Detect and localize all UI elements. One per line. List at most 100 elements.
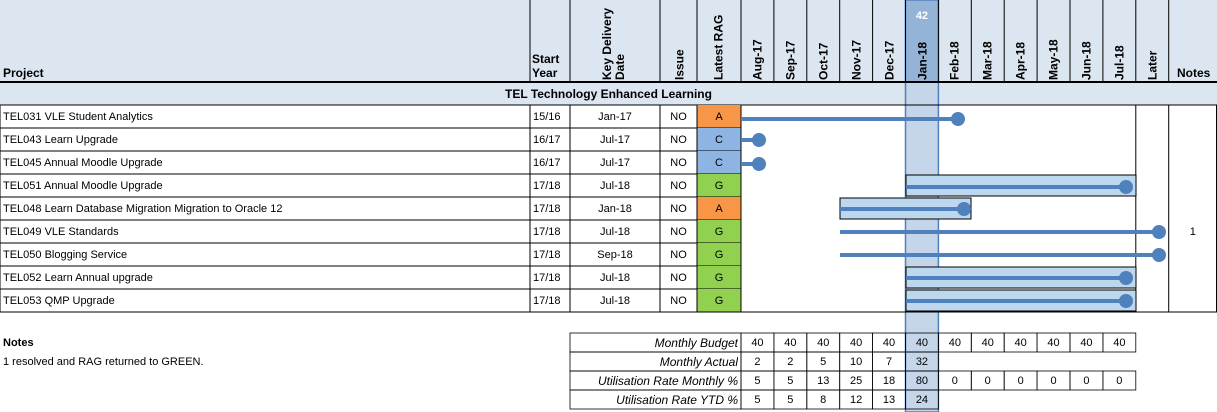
current-month-header	[904, 0, 940, 83]
summary-value: 80	[915, 374, 929, 387]
delivery-date: Jul-17	[600, 156, 630, 169]
start-year: 17/18	[533, 271, 561, 284]
summary-value: 40	[1080, 336, 1093, 349]
rag-fill	[697, 151, 741, 174]
note-ref: 1	[1189, 225, 1196, 238]
summary-label: Utilisation Rate YTD %	[616, 392, 738, 407]
rag: G	[714, 179, 724, 192]
header-month: Nov-17	[849, 39, 864, 80]
rag: G	[714, 294, 724, 307]
delivery-date: Sep-18	[597, 248, 633, 261]
summary-value: 18	[882, 374, 896, 387]
header-month: Mar-18	[980, 41, 995, 80]
rag: G	[714, 271, 724, 284]
summary-value: 25	[850, 374, 863, 387]
summary-value: 0	[984, 374, 991, 387]
summary-value: 40	[882, 336, 896, 349]
issue: NO	[670, 225, 687, 238]
summary-value: 12	[850, 393, 863, 406]
project-name: TEL031 VLE Student Analytics	[3, 110, 153, 123]
summary-value: 40	[1113, 336, 1126, 349]
project-name: TEL043 Learn Upgrade	[3, 133, 118, 146]
milestone	[752, 133, 766, 147]
header-month: Sep-17	[783, 40, 798, 80]
project-name: TEL048 Learn Database Migration Migratio…	[3, 202, 283, 215]
bar-ends	[752, 112, 1166, 308]
issue: NO	[670, 271, 687, 284]
rag: G	[714, 225, 724, 238]
issue: NO	[670, 294, 687, 307]
project-name: TEL050 Blogging Service	[3, 248, 128, 261]
delivery-date: Jul-18	[600, 271, 630, 284]
project-name: TEL052 Learn Annual upgrade	[3, 271, 153, 284]
delivery-date: Jan-18	[598, 202, 632, 215]
header-month: Jun-18	[1079, 41, 1094, 80]
issue: NO	[670, 248, 687, 261]
summary-value: 0	[1116, 374, 1123, 387]
header-month: Apr-18	[1013, 41, 1028, 80]
summary-value: 0	[1017, 374, 1024, 387]
milestone	[1119, 294, 1133, 308]
header-month: Aug-17	[750, 39, 765, 80]
project-name: TEL051 Annual Moodle Upgrade	[3, 179, 163, 192]
milestone	[1152, 248, 1166, 262]
start-year: 17/18	[533, 179, 561, 192]
summary-value: 32	[915, 355, 929, 368]
start-year: 17/18	[533, 248, 561, 261]
rag-fill	[697, 266, 741, 289]
header-month: Jul-18	[1112, 45, 1127, 80]
rag: C	[715, 133, 723, 146]
start-year: 17/18	[533, 202, 561, 215]
issue: NO	[670, 179, 687, 192]
summary-value: 0	[1050, 374, 1057, 387]
header-project: Project	[3, 66, 44, 80]
header-later: Later	[1145, 50, 1160, 80]
summary-value: 40	[1047, 336, 1060, 349]
start-year: 15/16	[533, 110, 561, 123]
summary-value: 5	[820, 355, 827, 368]
project-name: TEL045 Annual Moodle Upgrade	[3, 156, 163, 169]
header-rag: Latest RAG	[711, 14, 726, 80]
rag: A	[715, 202, 723, 215]
summary-value: 10	[850, 355, 863, 368]
header-notes: Notes	[1177, 66, 1211, 80]
section-title: TEL Technology Enhanced Learning	[505, 86, 712, 101]
summary-cell	[1102, 332, 1137, 353]
milestone	[1119, 271, 1133, 285]
summary-value: 0	[951, 374, 958, 387]
summary-value: 5	[787, 393, 794, 406]
summary-cell	[905, 389, 939, 410]
rag-fill	[697, 197, 741, 220]
summary-value: 40	[784, 336, 797, 349]
summary-value: 5	[754, 374, 761, 387]
summary-value: 24	[915, 393, 929, 406]
summary-cell	[1102, 370, 1137, 391]
rag-fill	[697, 174, 741, 197]
issue: NO	[670, 110, 687, 123]
rag-fill	[697, 128, 741, 151]
rag-fill	[697, 220, 741, 243]
summary-label: Monthly Budget	[654, 335, 738, 350]
delivery-date: Jul-18	[600, 179, 630, 192]
delivery-date: Jul-18	[600, 225, 630, 238]
summary-label: Utilisation Rate Monthly %	[597, 373, 738, 388]
summary-label: Monthly Actual	[659, 354, 738, 369]
summary-value: 40	[948, 336, 961, 349]
summary-value: 40	[751, 336, 764, 349]
summary-value: 2	[754, 355, 761, 368]
header-month: Feb-18	[947, 41, 962, 80]
summary-value: 40	[915, 336, 929, 349]
issue: NO	[670, 156, 687, 169]
rag-fill	[697, 105, 741, 128]
summary-value: 0	[1083, 374, 1090, 387]
rag: C	[715, 156, 723, 169]
milestone	[951, 112, 965, 126]
delivery-date: Jul-17	[600, 133, 630, 146]
header-start-year: Start Year	[532, 52, 560, 80]
milestone	[957, 202, 971, 216]
summary-value: 40	[1014, 336, 1027, 349]
summary-value: 40	[981, 336, 994, 349]
summary-value: 13	[817, 374, 830, 387]
issue: NO	[670, 133, 687, 146]
project-name: TEL053 QMP Upgrade	[3, 294, 115, 307]
